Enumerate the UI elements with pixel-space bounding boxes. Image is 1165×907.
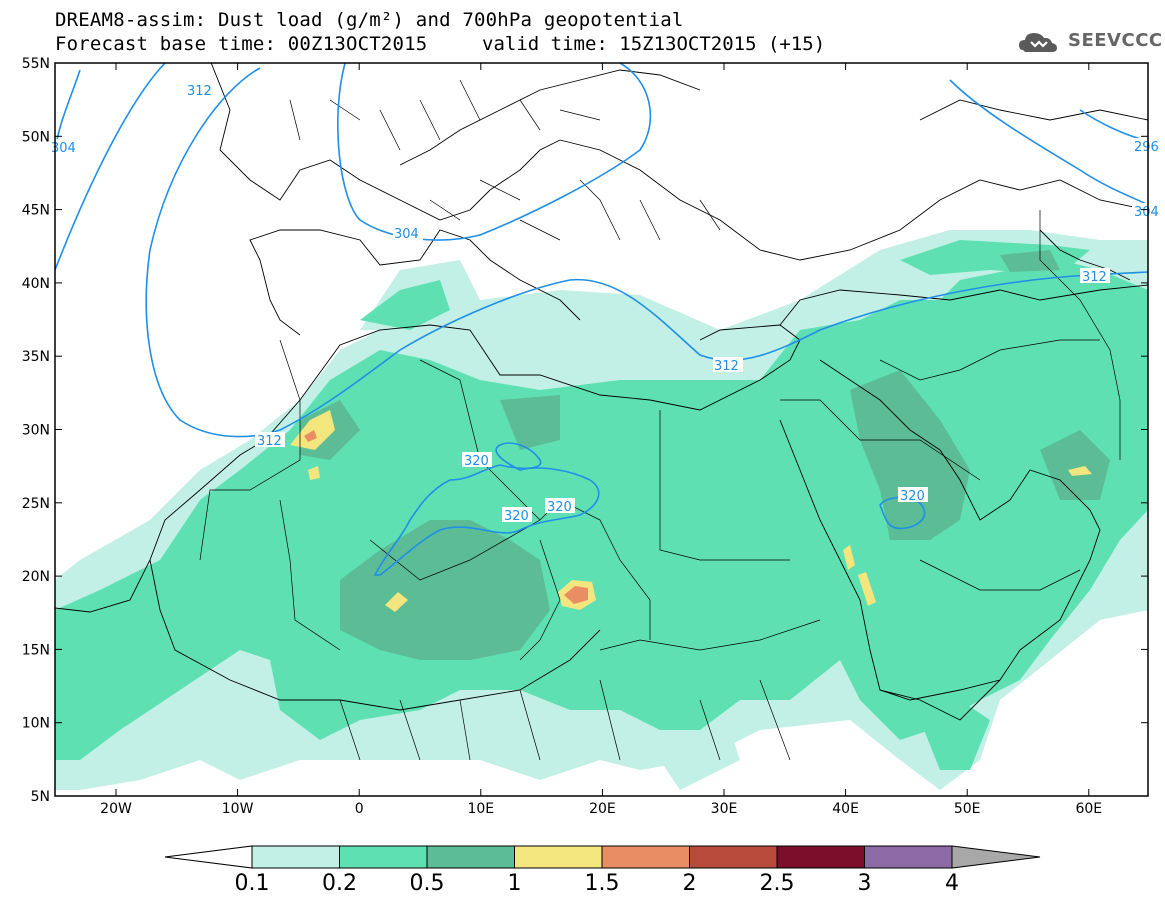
lon-label: 50E xyxy=(954,801,981,817)
colorbar-tick-label: 3 xyxy=(857,871,872,896)
lon-label: 10E xyxy=(467,801,494,817)
lon-label: 20W xyxy=(100,801,132,817)
colorbar-tick-label: 4 xyxy=(945,871,959,896)
contour-label: 320 xyxy=(900,489,925,504)
valid-time: valid time: 15Z13OCT2015 (+15) xyxy=(482,33,826,55)
colorbar-tick-label: 2 xyxy=(682,871,697,896)
colorbar-tick-label: 1 xyxy=(507,871,522,896)
lat-label: 40N xyxy=(22,276,50,292)
longitude-axis: 20W 10W 0 10E 20E 30E 40E 50E 60E xyxy=(100,63,1102,817)
lat-label: 10N xyxy=(22,716,50,732)
lat-label: 35N xyxy=(22,349,50,365)
coastlines xyxy=(55,63,1148,721)
contour-label: 312 xyxy=(714,359,739,374)
cloud-logo-icon xyxy=(1019,33,1057,52)
contour-label: 304 xyxy=(394,227,419,242)
colorbar-tick-label: 0.2 xyxy=(322,871,357,896)
lon-label: 10W xyxy=(222,801,254,817)
dust-area-0.5 xyxy=(1000,250,1060,272)
dust-area-0.5 xyxy=(850,370,970,540)
contour-label: 312 xyxy=(1082,270,1107,285)
colorbar-tick-label: 0.5 xyxy=(409,871,445,896)
logo-text: SEEVCCC xyxy=(1068,30,1163,51)
colorbar-tick-label: 1.5 xyxy=(584,871,620,896)
lat-label: 45N xyxy=(22,203,50,219)
dust-area-1 xyxy=(858,572,876,606)
lon-label: 0 xyxy=(355,801,364,817)
lat-label: 15N xyxy=(22,642,50,658)
contour-label: 304 xyxy=(1134,205,1159,220)
lon-label: 30E xyxy=(711,801,738,817)
dust-area-1 xyxy=(308,466,320,480)
contour-label: 320 xyxy=(504,509,529,524)
contour-label: 312 xyxy=(187,84,212,99)
contour-label: 304 xyxy=(51,141,76,156)
dust-area-1 xyxy=(385,592,408,612)
lat-label: 55N xyxy=(22,56,50,72)
forecast-base-time: Forecast base time: 00Z13OCT2015 xyxy=(55,33,428,55)
latitude-axis: 55N 50N 45N 40N 35N 30N 25N 20N 15N 10N 5N xyxy=(22,56,1148,805)
contour-label: 320 xyxy=(547,500,572,515)
dust-area-1 xyxy=(1068,466,1092,476)
contour-label: 312 xyxy=(257,434,282,449)
geopotential-contours xyxy=(55,63,1148,576)
colorbar-tick-label: 0.1 xyxy=(234,871,270,896)
dust-area-0.5 xyxy=(340,520,550,660)
dust-area-1 xyxy=(843,545,855,570)
lat-label: 5N xyxy=(31,789,50,805)
contour-label: 296 xyxy=(1134,140,1159,155)
colorbar-tick-label: 2.5 xyxy=(759,871,795,896)
contour-labels: 312 304 304 312 312 312 320 320 320 320 … xyxy=(50,82,1159,524)
dust-area-0.5 xyxy=(1040,430,1110,500)
map-title: DREAM8-assim: Dust load (g/m²) and 700hP… xyxy=(55,9,684,31)
lat-label: 30N xyxy=(22,423,50,439)
lon-label: 40E xyxy=(832,801,859,817)
lat-label: 50N xyxy=(22,129,50,145)
dust-area-0.2 xyxy=(360,280,450,330)
dust-area-0.2 xyxy=(920,700,990,770)
lat-label: 25N xyxy=(22,496,50,512)
contour-label: 320 xyxy=(464,454,489,469)
dust-area-0.5 xyxy=(500,395,560,450)
dust-area-1.5 xyxy=(564,586,588,604)
lat-label: 20N xyxy=(22,569,50,585)
dust-area-1 xyxy=(290,410,335,450)
lon-label: 60E xyxy=(1075,801,1102,817)
lon-label: 20E xyxy=(589,801,616,817)
dust-area-1.5 xyxy=(304,430,317,442)
dust-load-layer xyxy=(55,230,1148,790)
